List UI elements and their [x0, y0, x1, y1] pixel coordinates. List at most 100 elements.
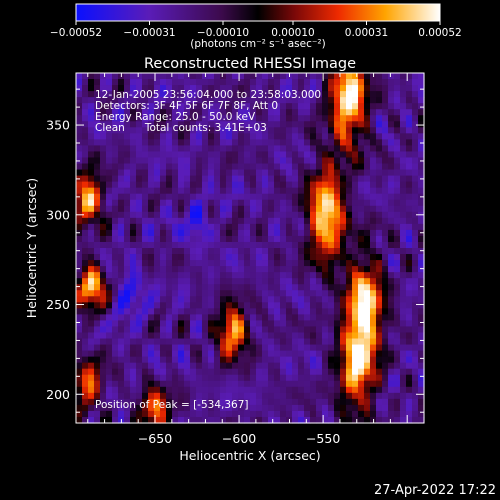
heatmap-cell — [118, 91, 125, 98]
heatmap-cell — [358, 350, 365, 358]
heatmap-cell — [196, 266, 203, 273]
heatmap-cell — [94, 91, 101, 98]
heatmap-cell — [274, 175, 281, 183]
heatmap-cell — [148, 398, 155, 406]
heatmap-cell — [244, 380, 251, 388]
heatmap-cell — [172, 260, 179, 267]
heatmap-cell — [274, 217, 281, 225]
heatmap-cell — [406, 145, 413, 153]
heatmap-cell — [76, 163, 83, 171]
heatmap-cell — [232, 284, 239, 291]
heatmap-cell — [238, 97, 245, 104]
heatmap-cell — [286, 115, 293, 122]
heatmap-cell — [142, 296, 149, 303]
heatmap-cell — [364, 260, 371, 267]
heatmap-cell — [310, 308, 317, 315]
heatmap-cell — [118, 175, 125, 183]
heatmap-cell — [244, 235, 251, 243]
heatmap-cell — [370, 133, 377, 140]
heatmap-cell — [292, 368, 299, 376]
heatmap-cell — [328, 109, 335, 116]
heatmap-cell — [160, 109, 167, 116]
heatmap-cell — [82, 362, 89, 370]
heatmap-cell — [364, 217, 371, 225]
heatmap-cell — [346, 223, 353, 231]
heatmap-cell — [322, 374, 329, 382]
heatmap-cell — [376, 320, 383, 328]
heatmap-cell — [298, 404, 305, 412]
heatmap-cell — [352, 85, 359, 92]
heatmap-cell — [358, 241, 365, 249]
heatmap-cell — [148, 175, 155, 183]
heatmap-cell — [412, 368, 419, 376]
heatmap-cell — [394, 241, 401, 249]
heatmap-cell — [238, 272, 245, 279]
heatmap-cell — [406, 223, 413, 231]
heatmap-cell — [94, 296, 101, 303]
heatmap-cell — [208, 248, 215, 255]
heatmap-cell — [190, 133, 197, 140]
heatmap-cell — [364, 356, 371, 364]
heatmap-cell — [388, 127, 395, 134]
heatmap-cell — [340, 290, 347, 297]
heatmap-cell — [154, 163, 161, 171]
heatmap-cell — [328, 296, 335, 303]
heatmap-cell — [166, 386, 173, 394]
heatmap-cell — [226, 103, 233, 110]
heatmap-cell — [184, 362, 191, 370]
heatmap-cell — [268, 284, 275, 291]
heatmap-cell — [334, 163, 341, 171]
heatmap-cell — [130, 410, 137, 418]
heatmap-cell — [364, 79, 371, 86]
heatmap-cell — [298, 223, 305, 231]
heatmap-cell — [214, 260, 221, 267]
heatmap-cell — [196, 308, 203, 315]
heatmap-cell — [184, 79, 191, 86]
heatmap-cell — [184, 254, 191, 261]
heatmap-cell — [364, 290, 371, 297]
heatmap-cell — [82, 211, 89, 219]
heatmap-cell — [292, 320, 299, 328]
heatmap-cell — [268, 217, 275, 225]
heatmap-cell — [112, 272, 119, 279]
heatmap-cell — [334, 398, 341, 406]
heatmap-cell — [226, 205, 233, 213]
heatmap-cell — [334, 79, 341, 86]
heatmap-cell — [172, 241, 179, 249]
heatmap-cell — [334, 272, 341, 279]
heatmap-cell — [382, 278, 389, 285]
heatmap-cell — [124, 368, 131, 376]
heatmap-cell — [94, 326, 101, 334]
heatmap-cell — [148, 272, 155, 279]
heatmap-cell — [274, 151, 281, 159]
heatmap-cell — [172, 332, 179, 340]
heatmap-cell — [340, 386, 347, 394]
heatmap-cell — [304, 362, 311, 370]
heatmap-cell — [274, 272, 281, 279]
heatmap-cell — [412, 344, 419, 352]
heatmap-cell — [172, 91, 179, 98]
heatmap-cell — [106, 187, 113, 195]
heatmap-cell — [412, 302, 419, 309]
heatmap-cell — [238, 163, 245, 171]
heatmap-cell — [220, 241, 227, 249]
heatmap-cell — [100, 344, 107, 352]
heatmap-cell — [370, 91, 377, 98]
heatmap-cell — [316, 368, 323, 376]
heatmap-cell — [160, 284, 167, 291]
heatmap-cell — [376, 97, 383, 104]
heatmap-cell — [160, 181, 167, 189]
heatmap-cell — [172, 109, 179, 116]
heatmap-cell — [100, 127, 107, 134]
heatmap-cell — [82, 97, 89, 104]
heatmap-cell — [292, 193, 299, 201]
heatmap-cell — [136, 205, 143, 213]
heatmap-cell — [142, 248, 149, 255]
heatmap-cell — [346, 199, 353, 207]
heatmap-cell — [124, 85, 131, 92]
heatmap-cell — [172, 187, 179, 195]
heatmap-cell — [196, 284, 203, 291]
heatmap-cell — [310, 91, 317, 98]
heatmap-cell — [292, 115, 299, 122]
heatmap-cell — [334, 157, 341, 165]
